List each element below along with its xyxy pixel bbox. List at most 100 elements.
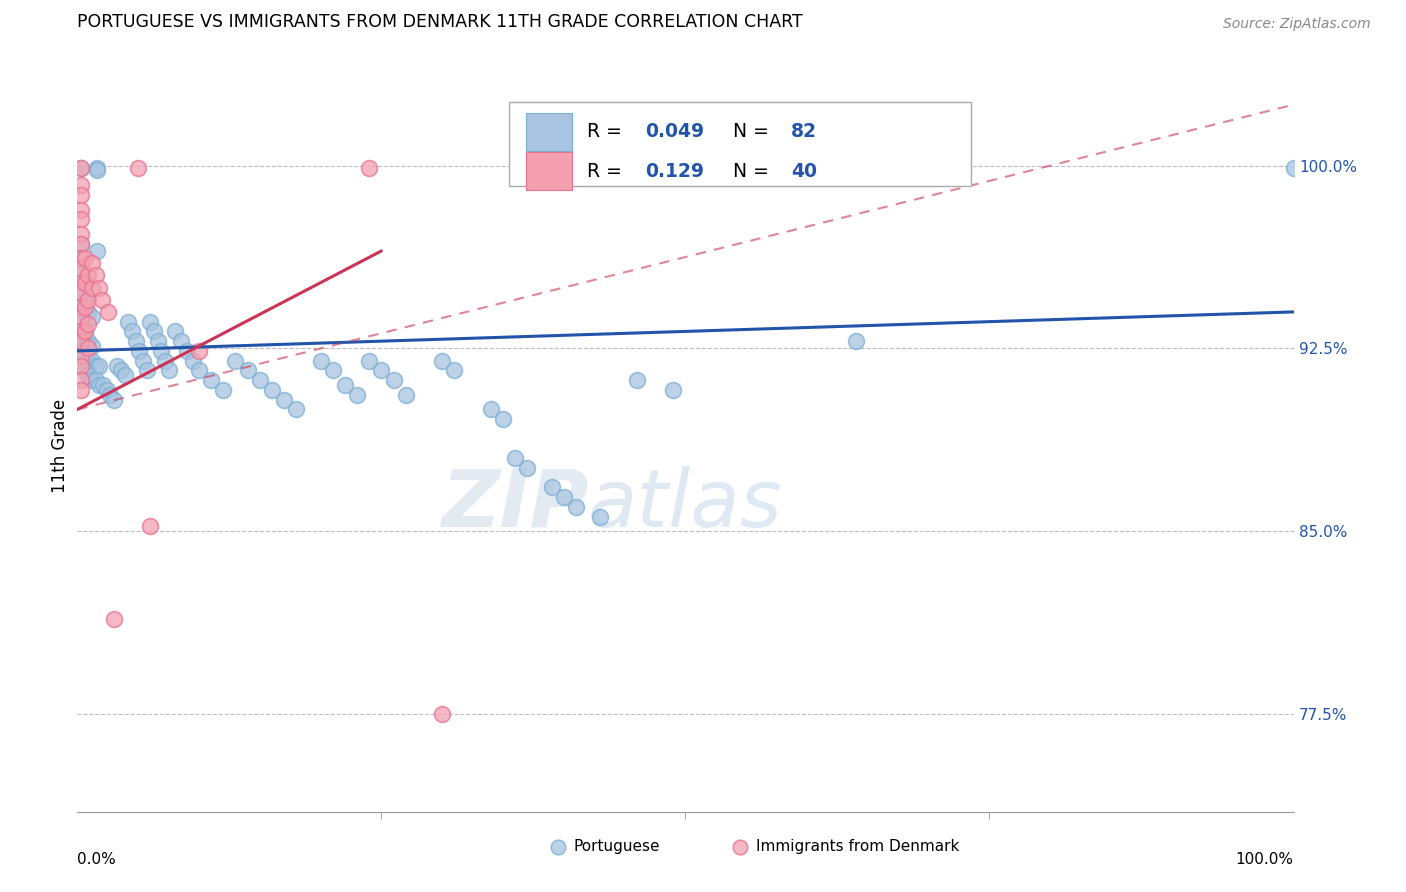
Point	[103, 392, 125, 407]
Point	[73, 300, 96, 314]
Point	[70, 305, 93, 319]
Point	[86, 163, 108, 178]
Point	[492, 412, 515, 426]
Point	[70, 252, 93, 266]
Point	[626, 373, 648, 387]
Point	[80, 353, 103, 368]
Point	[70, 227, 93, 241]
Text: 0.0%: 0.0%	[77, 852, 117, 867]
Point	[359, 353, 381, 368]
Point	[70, 252, 93, 266]
Point	[70, 334, 93, 348]
Point	[70, 310, 93, 324]
Point	[181, 353, 204, 368]
Point	[89, 280, 111, 294]
Point	[70, 161, 93, 175]
Point	[77, 305, 100, 319]
Point	[553, 490, 575, 504]
Point	[97, 305, 120, 319]
Point	[70, 260, 93, 275]
Point	[73, 252, 96, 266]
Point	[540, 480, 562, 494]
Point	[565, 500, 588, 514]
Point	[845, 334, 868, 348]
Point	[70, 359, 93, 373]
Text: R =: R =	[586, 122, 628, 141]
Text: N =: N =	[733, 122, 775, 141]
Point	[432, 353, 454, 368]
Point	[77, 342, 100, 356]
Point	[70, 236, 93, 251]
Point	[103, 612, 125, 626]
Point	[70, 202, 93, 217]
Point	[153, 353, 176, 368]
Point	[77, 268, 100, 283]
Point	[503, 451, 526, 466]
Text: 40: 40	[792, 161, 817, 181]
Text: 100.0%: 100.0%	[1236, 852, 1294, 867]
Point	[249, 373, 271, 387]
Text: N =: N =	[733, 161, 775, 181]
Point	[176, 343, 198, 358]
Point	[70, 161, 93, 175]
Point	[370, 363, 392, 377]
Point	[359, 161, 381, 175]
Point	[589, 509, 612, 524]
Point	[70, 285, 93, 300]
Point	[1282, 161, 1305, 175]
Point	[84, 359, 107, 373]
Text: R =: R =	[586, 161, 628, 181]
Point	[150, 343, 173, 358]
Text: Source: ZipAtlas.com: Source: ZipAtlas.com	[1223, 17, 1371, 31]
Point	[127, 161, 149, 175]
Point	[157, 363, 180, 377]
Point	[98, 388, 121, 402]
Point	[70, 300, 93, 314]
Point	[70, 317, 93, 331]
Point	[73, 276, 96, 290]
Point	[188, 343, 211, 358]
Text: ZIP: ZIP	[440, 466, 588, 543]
Point	[516, 461, 538, 475]
Point	[333, 378, 356, 392]
Point	[236, 363, 259, 377]
Point	[662, 383, 685, 397]
Point	[125, 334, 148, 348]
FancyBboxPatch shape	[509, 103, 972, 186]
Point	[322, 363, 344, 377]
Point	[70, 187, 93, 202]
Point	[273, 392, 295, 407]
Point	[73, 293, 96, 307]
Point	[70, 343, 93, 358]
Point	[135, 363, 157, 377]
FancyBboxPatch shape	[526, 153, 572, 190]
Point	[84, 373, 107, 387]
Point	[285, 402, 308, 417]
Point	[73, 325, 96, 339]
Point	[80, 373, 103, 387]
Text: 0.049: 0.049	[645, 122, 704, 141]
Point	[77, 293, 100, 307]
Point	[70, 236, 93, 251]
Point	[73, 334, 96, 348]
Point	[188, 363, 211, 377]
Point	[73, 276, 96, 290]
Point	[146, 334, 169, 348]
Text: 82: 82	[792, 122, 817, 141]
Point	[91, 378, 114, 392]
Point	[395, 388, 418, 402]
Point	[73, 349, 96, 363]
Point	[117, 315, 139, 329]
Point	[70, 373, 93, 387]
Point	[89, 378, 111, 392]
Point	[80, 310, 103, 324]
Point	[70, 178, 93, 193]
Point	[86, 244, 108, 258]
Text: Portuguese: Portuguese	[574, 839, 659, 855]
Text: PORTUGUESE VS IMMIGRANTS FROM DENMARK 11TH GRADE CORRELATION CHART: PORTUGUESE VS IMMIGRANTS FROM DENMARK 11…	[77, 13, 803, 31]
Point	[90, 293, 112, 307]
Point	[70, 383, 93, 397]
Point	[139, 315, 162, 329]
Point	[70, 285, 93, 300]
Point	[260, 383, 283, 397]
